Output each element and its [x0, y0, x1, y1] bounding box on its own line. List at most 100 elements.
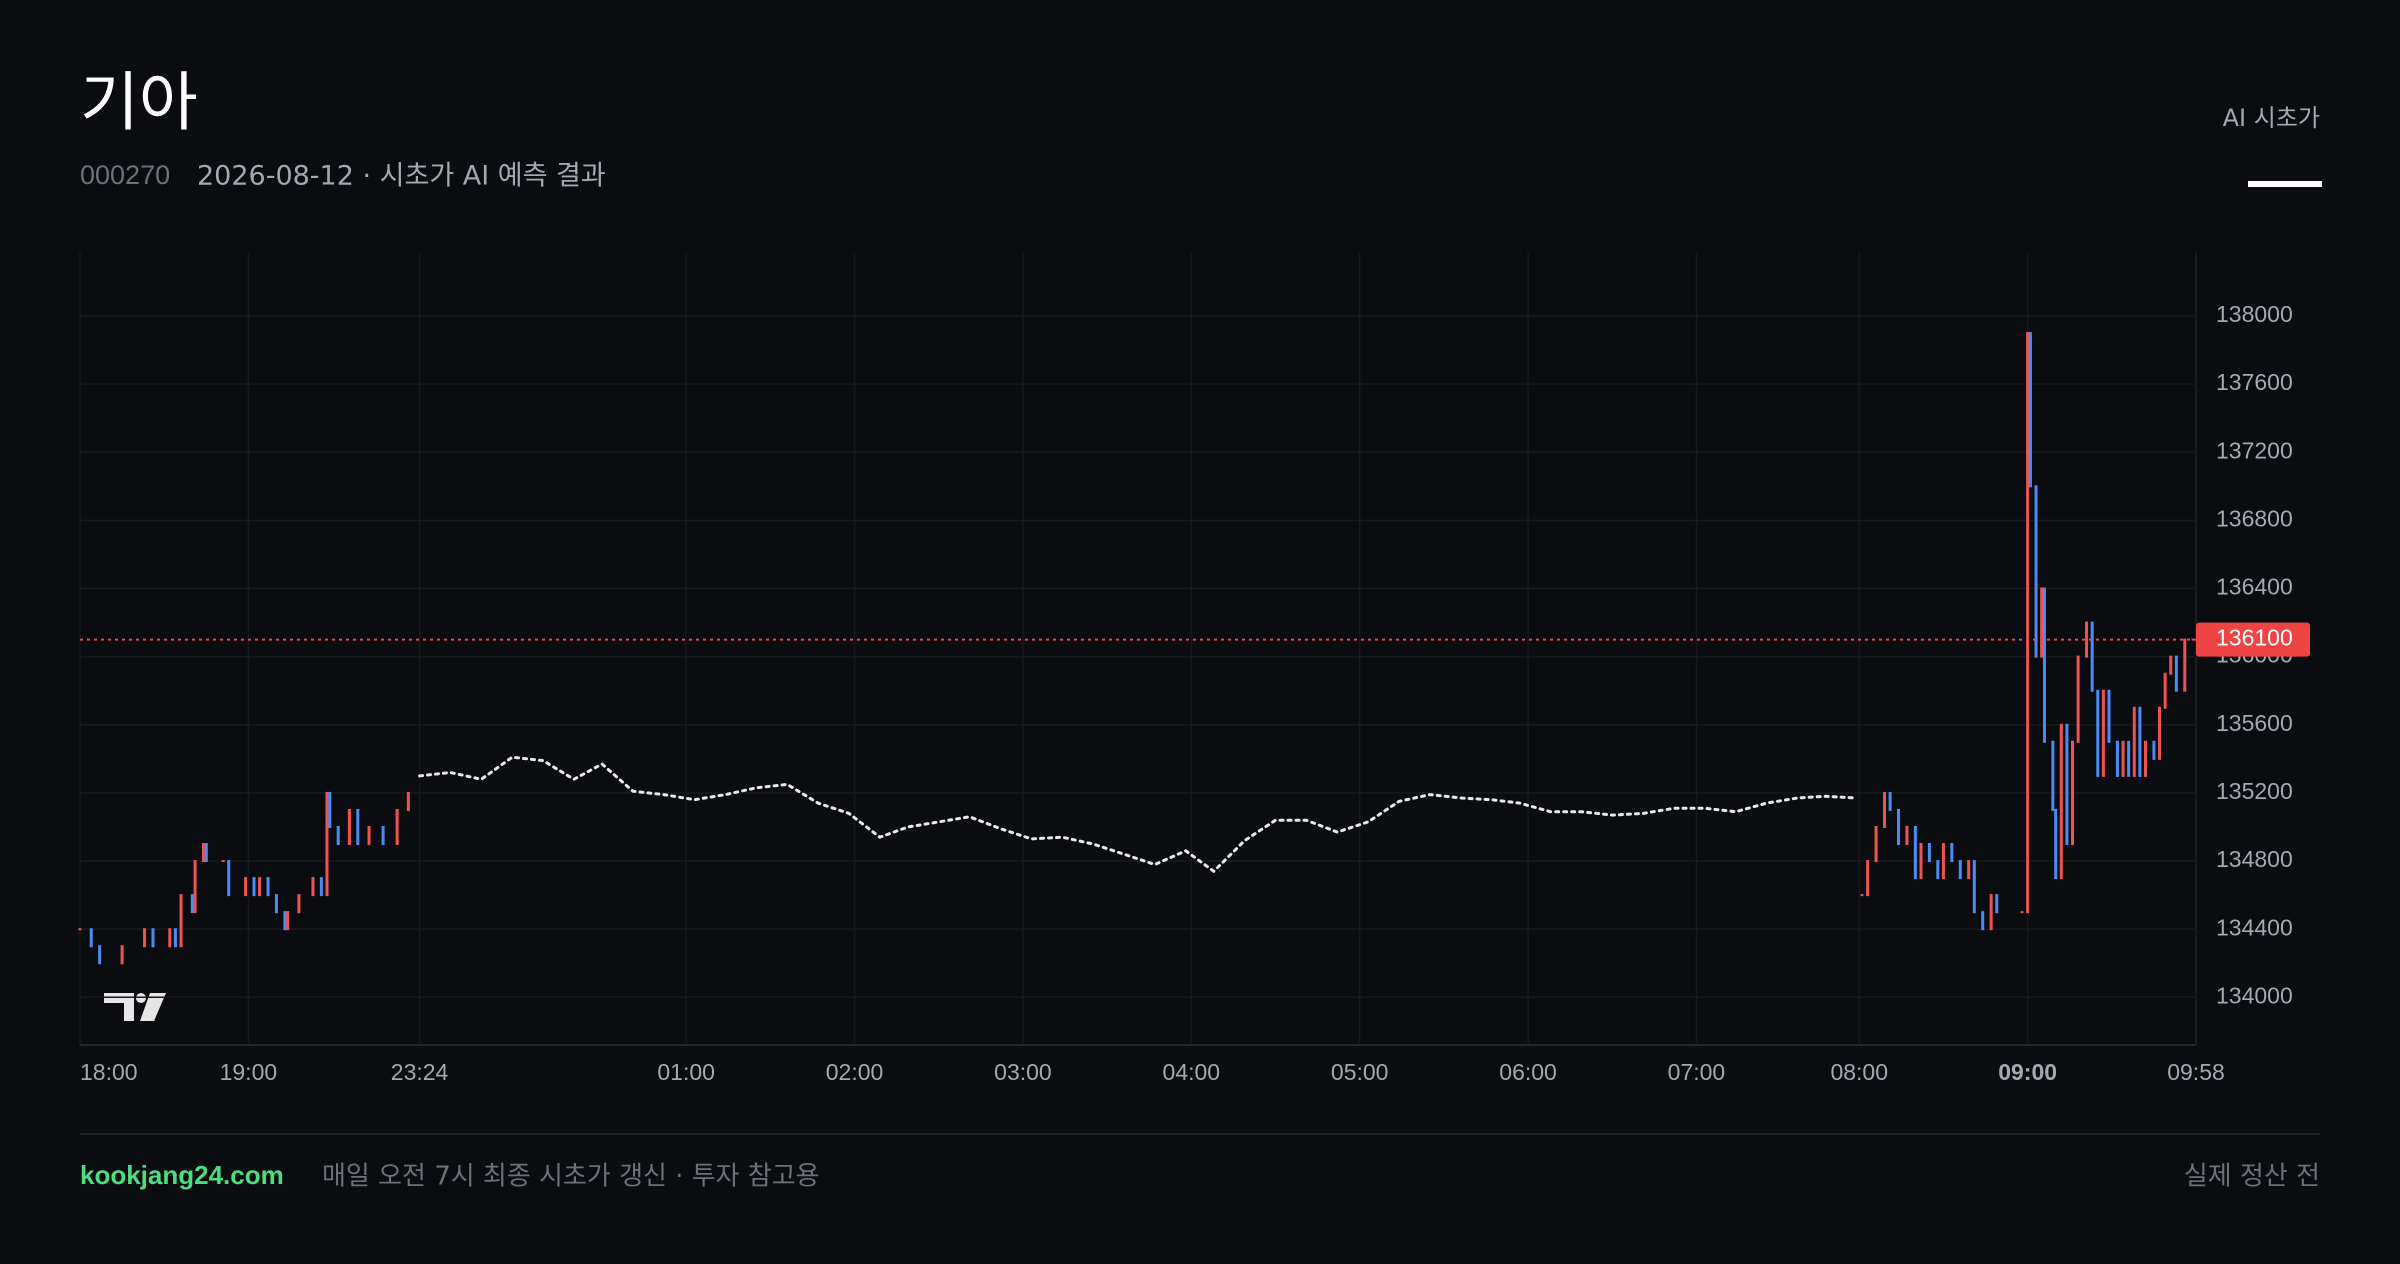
price-bar — [1905, 825, 1909, 846]
price-bar — [2054, 808, 2058, 880]
price-bar — [266, 877, 270, 897]
footer-status: 실제 정산 전 — [2184, 1162, 2320, 1192]
price-bar — [2107, 689, 2111, 743]
price-bar — [2085, 621, 2089, 658]
price-bar — [2090, 621, 2094, 692]
price-bar — [190, 894, 194, 914]
price-bar — [2132, 706, 2136, 777]
price-bar — [2040, 587, 2044, 658]
price-bar — [1995, 894, 1999, 914]
price-bar — [1860, 894, 1864, 897]
price-bar — [98, 945, 102, 965]
price-bar — [201, 843, 205, 863]
y-tick-label: 137600 — [2216, 369, 2293, 395]
price-bar — [406, 791, 410, 811]
price-bar — [1972, 860, 1976, 914]
site[interactable]: kookjang24.com — [80, 1160, 284, 1190]
y-tick-label: 135200 — [2216, 778, 2293, 804]
price-bar — [179, 894, 183, 948]
price-bar — [2183, 638, 2187, 692]
price-bar — [2115, 740, 2119, 777]
price-line — [418, 755, 1858, 874]
y-tick-label: 134800 — [2216, 846, 2293, 872]
price-bar — [143, 928, 147, 948]
price-bar — [2101, 689, 2105, 777]
y-tick-label: 134000 — [2216, 982, 2293, 1008]
footer-note: 매일 오전 7시 최종 시초가 갱신 · 투자 참고용 — [322, 1162, 820, 1192]
x-tick-label: 07:00 — [1668, 1059, 1726, 1085]
price-bar — [244, 877, 248, 897]
price-bar — [1913, 825, 1917, 880]
price-bar — [395, 808, 399, 846]
x-tick-label: 02:00 — [826, 1059, 884, 1085]
price-bar — [78, 928, 82, 931]
y-tick-label: 134400 — [2216, 914, 2293, 940]
price-bar — [2059, 723, 2063, 880]
price-bar — [2026, 332, 2030, 914]
price-bar — [297, 894, 301, 914]
x-tick-label: 23:24 — [391, 1059, 449, 1085]
price-bar — [336, 825, 340, 846]
y-tick-label: 138000 — [2216, 301, 2293, 327]
price-bar — [2158, 706, 2162, 760]
price-bar — [311, 877, 315, 897]
price-bar — [367, 825, 371, 846]
price-bar — [1936, 860, 1940, 880]
x-tick-label: 05:00 — [1331, 1059, 1389, 1085]
x-tick-label: 08:00 — [1830, 1059, 1888, 1085]
price-bar — [347, 808, 351, 846]
x-tick-label: 03:00 — [994, 1059, 1052, 1085]
price-bar — [2065, 723, 2069, 846]
price-bar — [151, 928, 155, 948]
price-bar — [221, 860, 225, 863]
price-bar — [252, 877, 256, 897]
price-bar — [286, 911, 290, 931]
tab-underline — [2248, 181, 2322, 187]
x-tick-label: 06:00 — [1499, 1059, 1557, 1085]
price-bar — [2096, 689, 2100, 777]
price-bar — [319, 877, 323, 897]
price-bar — [2169, 655, 2173, 675]
stock-code: 000270 — [80, 160, 170, 190]
y-tick-label: 137200 — [2216, 437, 2293, 463]
price-bar — [1941, 843, 1945, 880]
price-bar — [1897, 808, 1901, 846]
x-tick-label: 01:00 — [657, 1059, 715, 1085]
price-bar — [120, 945, 124, 965]
y-tick-label: 136400 — [2216, 574, 2293, 600]
price-bar — [168, 928, 172, 948]
price-bar — [2034, 485, 2038, 658]
price-bar — [204, 843, 208, 863]
price-bar — [1882, 791, 1886, 828]
x-tick-label: 09:58 — [2167, 1059, 2225, 1085]
price-bar — [325, 791, 329, 897]
x-tick-label: 04:00 — [1163, 1059, 1221, 1085]
tab[interactable]: AI 시초가 — [2223, 104, 2320, 132]
price-bar — [2042, 587, 2046, 743]
price-bar — [2138, 706, 2142, 777]
price-bar — [283, 911, 287, 931]
price-bar — [356, 808, 360, 846]
price-bar — [1958, 860, 1962, 880]
x-tick-label: 09:00 — [1998, 1059, 2057, 1085]
price-bar — [258, 877, 262, 897]
price-bar — [1888, 791, 1892, 811]
price-bar — [1874, 825, 1878, 863]
last-price-badge — [2196, 622, 2310, 657]
price-bar — [1950, 843, 1954, 863]
price-bar — [173, 928, 177, 948]
price-bar — [1981, 911, 1985, 931]
price-bar — [381, 825, 385, 846]
price-bar — [1919, 843, 1923, 880]
subtitle: 2026-08-12 · 시초가 AI 예측 결과 — [197, 161, 606, 192]
price-bar — [2163, 672, 2167, 709]
price-bar — [2028, 332, 2032, 488]
price-bar — [274, 894, 278, 914]
price-bar — [2076, 655, 2080, 743]
price-bar — [2020, 911, 2024, 914]
price-bar — [89, 928, 93, 948]
price-bar — [328, 791, 332, 828]
y-tick-label: 135600 — [2216, 710, 2293, 736]
